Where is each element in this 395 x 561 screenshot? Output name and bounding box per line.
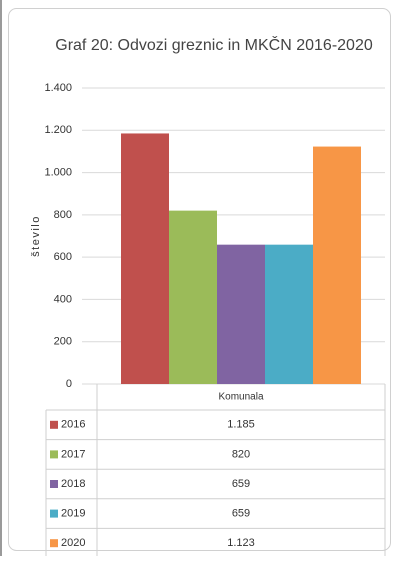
y-tick-label: 1.000 (44, 166, 72, 178)
chart-title: Graf 20: Odvozi greznic in MKČN 2016-202… (55, 35, 373, 54)
y-tick-label: 400 (54, 293, 72, 305)
table-value: 1.123 (227, 537, 255, 549)
legend-label: 2020 (61, 537, 85, 549)
y-tick-label: 1.200 (44, 124, 72, 136)
table-value: 820 (232, 448, 250, 460)
y-tick-label: 800 (54, 209, 72, 221)
legend-label: 2016 (61, 419, 85, 431)
y-tick-label: 0 (66, 378, 72, 390)
legend-swatch (50, 539, 58, 548)
bar (169, 210, 217, 384)
legend-swatch (50, 509, 58, 518)
legend-label: 2019 (61, 508, 85, 520)
bar (265, 244, 313, 384)
table-value: 659 (232, 478, 250, 490)
legend-label: 2018 (61, 478, 85, 490)
bar (121, 133, 169, 384)
y-tick-label: 600 (54, 251, 72, 263)
x-tick-label: Komunala (218, 392, 263, 403)
bar (313, 146, 361, 384)
legend-label: 2017 (61, 448, 85, 460)
y-tick-label: 1.400 (44, 82, 72, 94)
table-value: 1.185 (227, 419, 255, 431)
legend-swatch (50, 450, 58, 459)
y-axis-title: število (30, 215, 42, 257)
table-value: 659 (232, 508, 250, 520)
legend-swatch (50, 420, 58, 429)
legend-swatch (50, 480, 58, 488)
y-tick-label: 200 (54, 336, 72, 348)
bar (217, 244, 265, 384)
